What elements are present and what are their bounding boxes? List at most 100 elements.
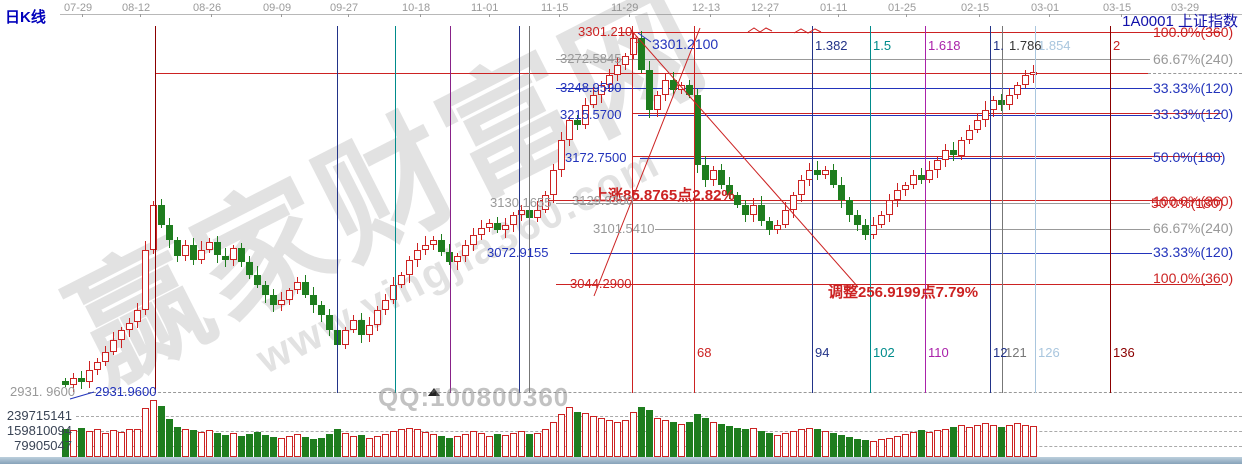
- trend-line: [630, 29, 859, 288]
- volume-bar: [550, 421, 557, 457]
- horizontal-level-line: [556, 203, 1150, 204]
- candle: [110, 339, 117, 352]
- candle: [262, 284, 269, 296]
- volume-bar: [1014, 422, 1021, 457]
- candle: [342, 330, 349, 345]
- candle: [686, 84, 693, 96]
- gann-count-label: 12: [993, 345, 1008, 360]
- horizontal-level-line: [88, 392, 1242, 393]
- date-tick: [1049, 14, 1050, 17]
- volume-bar: [870, 440, 877, 457]
- candle: [1030, 72, 1037, 75]
- candle: [470, 235, 477, 245]
- volume-bar: [126, 429, 133, 457]
- date-tick: [1121, 14, 1122, 17]
- volume-bar: [614, 421, 621, 457]
- candle: [622, 55, 629, 66]
- volume-bar: [742, 429, 749, 457]
- volume-bar: [230, 433, 237, 457]
- volume-bar: [574, 412, 581, 457]
- candle: [510, 214, 517, 226]
- date-tick: [140, 14, 141, 17]
- gann-count-label: 136: [1113, 345, 1135, 360]
- volume-bar: [726, 425, 733, 457]
- candle: [542, 195, 549, 210]
- candle: [254, 274, 261, 285]
- horizontal-level-line: [540, 200, 1222, 201]
- candle: [974, 119, 981, 131]
- annotation-text: 2931. 9600: [10, 384, 76, 399]
- horizontal-level-line: [638, 115, 1152, 116]
- date-label: 03-29: [1171, 2, 1200, 14]
- date-label: 12-13: [692, 2, 721, 14]
- volume-bar: [950, 426, 957, 457]
- candle: [502, 225, 509, 231]
- date-label: 03-01: [1031, 2, 1060, 14]
- candle: [822, 170, 829, 175]
- volume-bar: [366, 438, 373, 457]
- annotation-text: 上涨85.8765点2.82%: [593, 187, 735, 204]
- candle: [278, 300, 285, 306]
- candle: [462, 244, 469, 256]
- percent-level-label: 33.33%(120): [1153, 80, 1234, 96]
- volume-bar: [510, 433, 517, 457]
- zigzag-mark: [747, 27, 773, 33]
- percent-level-label: 100.0%(360): [1153, 24, 1234, 40]
- volume-bar: [398, 429, 405, 457]
- candle: [830, 170, 837, 185]
- volume-bar: [470, 431, 477, 457]
- volume-bar: [62, 428, 69, 457]
- volume-bar: [334, 429, 341, 457]
- volume-bar: [382, 434, 389, 457]
- gann-ratio-label: 1.786: [1009, 38, 1042, 53]
- volume-bar: [758, 431, 765, 457]
- candle: [94, 362, 101, 371]
- candle: [398, 274, 405, 285]
- gann-vertical-line: [925, 26, 926, 393]
- gann-vertical-line: [450, 26, 451, 393]
- candle: [150, 205, 157, 250]
- candle: [446, 251, 453, 263]
- volume-bar: [966, 426, 973, 457]
- volume-bar: [262, 435, 269, 457]
- trend-line: [69, 391, 95, 400]
- candle: [910, 174, 917, 185]
- candle: [198, 249, 205, 261]
- volume-bar: [750, 427, 757, 457]
- kline-period-label[interactable]: 日K线: [5, 9, 46, 26]
- volume-bar: [942, 428, 949, 457]
- volume-bar: [622, 419, 629, 457]
- volume-bar: [534, 433, 541, 457]
- volume-bar: [158, 405, 165, 457]
- candle: [966, 130, 973, 140]
- horizontal-level-line: [556, 284, 1222, 285]
- candle: [166, 225, 173, 240]
- volume-bar: [422, 432, 429, 457]
- candle: [774, 225, 781, 231]
- candle: [598, 84, 605, 96]
- volume-bar: [838, 435, 845, 457]
- horizontal-level-line: [570, 253, 1152, 254]
- gann-ratio-label: 1.382: [815, 38, 848, 53]
- volume-bar: [982, 422, 989, 457]
- candle: [118, 330, 125, 340]
- date-label: 01-11: [820, 2, 848, 14]
- price-level-label: 3130.1655: [490, 195, 552, 210]
- volume-bar: [998, 426, 1005, 457]
- candle: [86, 370, 93, 382]
- candle: [406, 260, 413, 275]
- date-tick: [348, 14, 349, 17]
- date-label: 09-09: [263, 2, 292, 14]
- candle: [782, 209, 789, 226]
- volume-bar: [630, 412, 637, 457]
- gann-vertical-line: [1035, 26, 1036, 393]
- candle: [742, 205, 749, 215]
- candle: [998, 100, 1005, 105]
- candle: [710, 170, 717, 180]
- gann-vertical-line: [812, 26, 813, 393]
- date-label: 09-27: [330, 2, 359, 14]
- date-tick: [769, 14, 770, 17]
- volume-bar: [294, 434, 301, 457]
- candle: [62, 380, 69, 385]
- volume-bar: [502, 435, 509, 457]
